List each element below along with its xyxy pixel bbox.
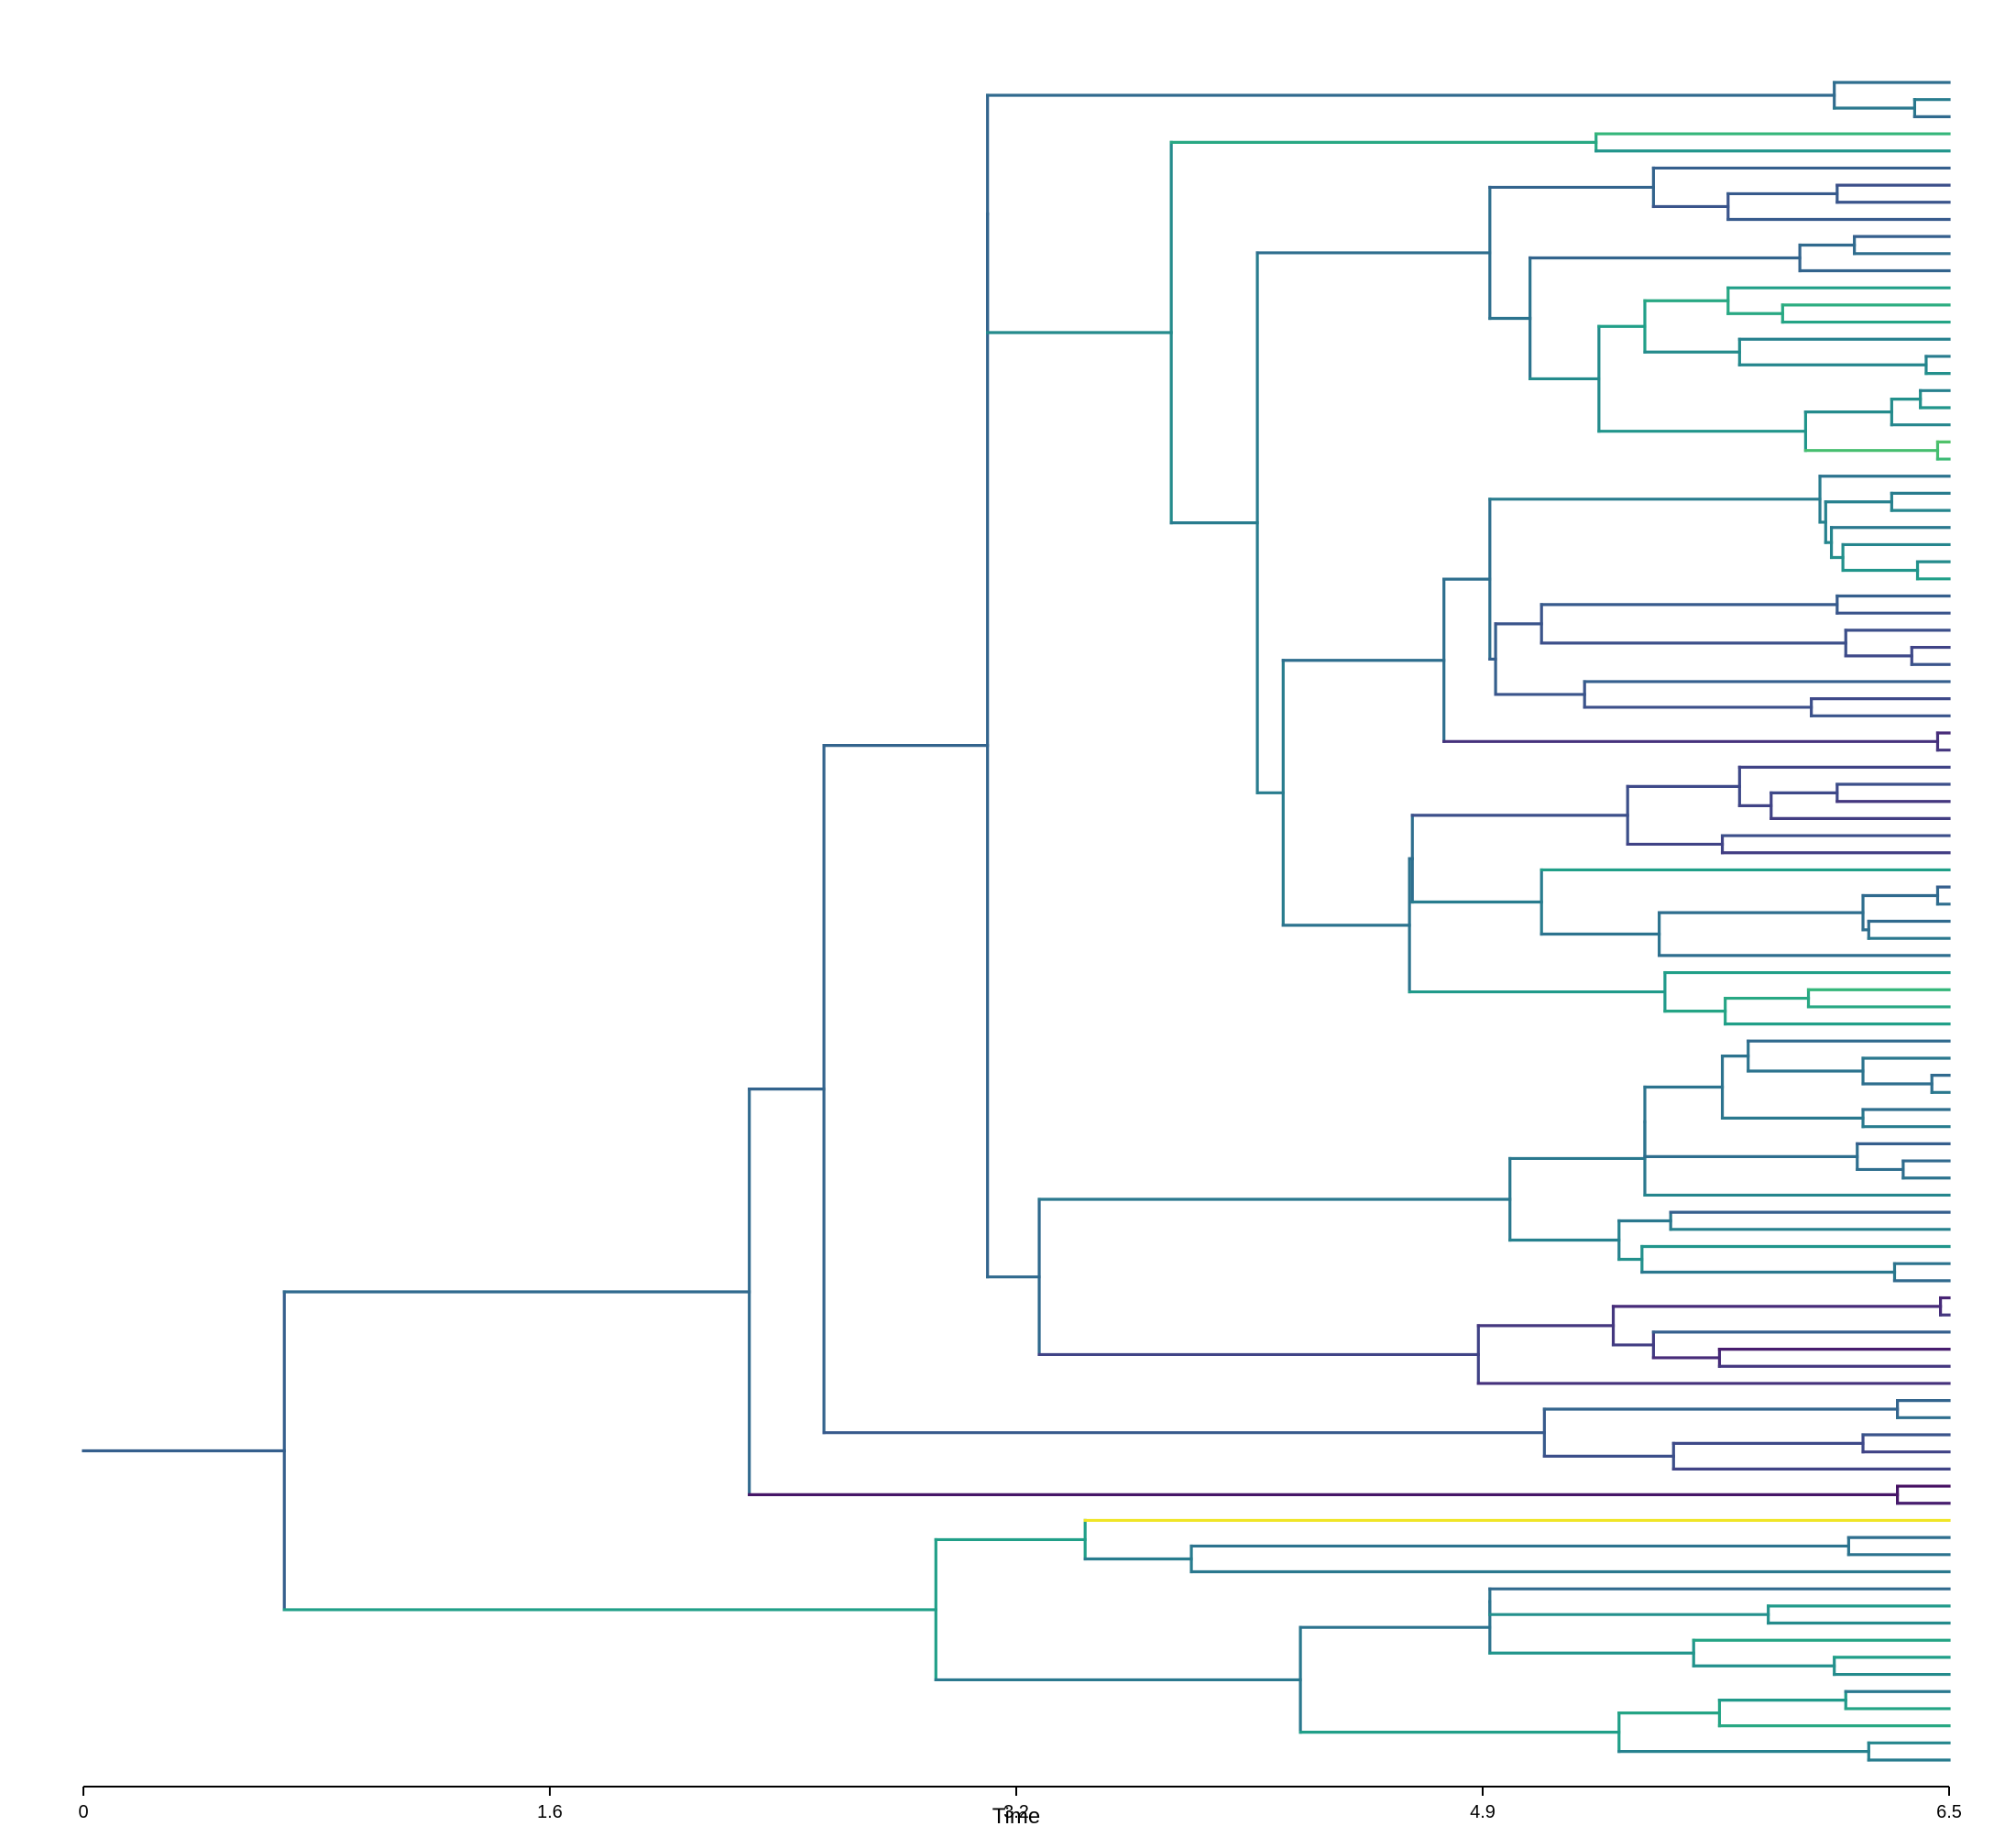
x-tick-label: 4.9 xyxy=(1470,1802,1496,1822)
x-tick-label: 1.6 xyxy=(537,1802,563,1822)
x-axis: 0 1.6 3.2 4.9 6.5 Time xyxy=(78,1786,1962,1829)
tree-branches xyxy=(82,81,1951,1762)
x-tick-label: 0 xyxy=(78,1802,88,1822)
x-axis-ticks: 0 1.6 3.2 4.9 6.5 xyxy=(78,1787,1962,1822)
x-axis-title: Time xyxy=(992,1804,1040,1829)
x-tick-label: 6.5 xyxy=(1936,1802,1962,1822)
x-tick-label: 3.2 xyxy=(1003,1802,1029,1822)
